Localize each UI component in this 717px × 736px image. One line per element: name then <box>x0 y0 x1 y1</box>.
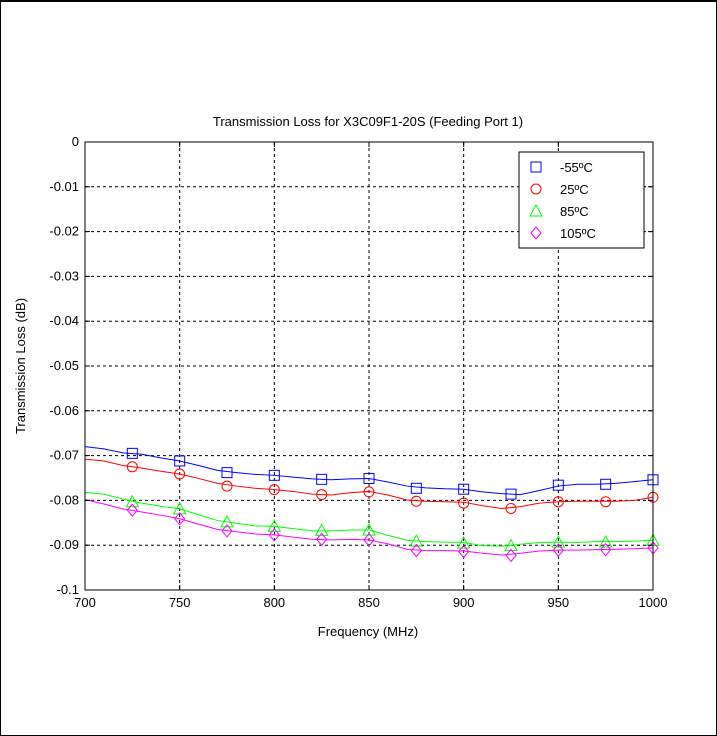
legend-item: 105ºC <box>530 226 596 241</box>
data-point <box>126 447 138 459</box>
data-point <box>600 542 612 557</box>
y-tick-label: -0.03 <box>49 268 79 283</box>
series-4 <box>84 499 659 563</box>
legend-label: 85ºC <box>560 204 589 219</box>
data-point <box>221 480 233 492</box>
data-point <box>458 483 470 495</box>
data-point <box>221 467 233 479</box>
data-point <box>220 514 234 528</box>
data-point <box>174 511 186 526</box>
series-line <box>84 458 654 509</box>
y-tick-label: -0.05 <box>49 358 79 373</box>
y-axis-label: Transmission Loss (dB) <box>13 298 28 434</box>
data-point <box>126 461 138 473</box>
legend-label: -55ºC <box>560 160 593 175</box>
data-point <box>505 502 517 514</box>
y-tick-label: -0.07 <box>49 448 79 463</box>
data-point <box>410 495 422 507</box>
y-tick-label: -0.1 <box>57 582 79 597</box>
series-3 <box>84 491 660 552</box>
y-tick-label: -0.02 <box>49 224 79 239</box>
data-point <box>362 522 376 536</box>
tick-layer: 700 750 800 850 900 950 1000 0 -0.01 -0.02 -0.03 -0… <box>49 134 667 610</box>
legend-marker <box>529 203 543 217</box>
y-tick-label: -0.01 <box>49 179 79 194</box>
series-2 <box>84 458 659 514</box>
data-point <box>552 479 564 491</box>
data-point <box>268 469 280 481</box>
series-line <box>84 499 654 556</box>
series-line <box>84 491 654 547</box>
data-point <box>363 486 375 498</box>
data-point <box>504 538 518 552</box>
x-tick-label: 800 <box>263 595 285 610</box>
legend-label: 105ºC <box>560 226 596 241</box>
data-point <box>505 548 517 563</box>
x-tick-label: 900 <box>453 595 475 610</box>
series-layer <box>84 446 660 563</box>
data-point <box>551 535 566 548</box>
legend-marker <box>530 183 542 195</box>
legend-label: 25ºC <box>560 182 589 197</box>
data-point <box>316 532 328 547</box>
x-tick-label: 700 <box>74 595 96 610</box>
legend-item: -55ºC <box>530 160 593 175</box>
data-point <box>314 523 329 536</box>
y-tick-label: 0 <box>72 134 79 149</box>
data-point <box>600 478 612 490</box>
data-point <box>552 543 564 557</box>
data-point <box>505 488 517 500</box>
legend-item: 85ºC <box>529 203 589 219</box>
data-point <box>410 482 422 494</box>
data-point <box>456 535 471 549</box>
data-point <box>268 528 280 542</box>
x-tick-label: 850 <box>358 595 380 610</box>
data-point <box>174 455 186 467</box>
x-tick-label: 950 <box>547 595 569 610</box>
data-point <box>363 533 375 547</box>
chart-title: Transmission Loss for X3C09F1-20S (Feedi… <box>213 114 523 129</box>
legend-item: 25ºC <box>530 182 589 197</box>
data-point <box>221 524 233 538</box>
data-point <box>268 484 280 496</box>
data-point <box>126 503 138 518</box>
data-point <box>409 534 424 547</box>
data-point <box>125 494 140 508</box>
data-point <box>458 544 470 559</box>
data-point <box>316 489 328 501</box>
data-point <box>410 543 422 558</box>
data-point <box>267 519 282 532</box>
x-axis-label: Frequency (MHz) <box>318 624 418 639</box>
series-line <box>84 446 654 496</box>
x-tick-label: 1000 <box>639 595 668 610</box>
series-1 <box>84 446 659 500</box>
data-point <box>363 472 375 484</box>
y-tick-label: -0.08 <box>49 492 79 507</box>
data-point <box>174 468 186 480</box>
legend: -55ºC 25ºC 85ºC 105ºC <box>518 151 645 249</box>
y-tick-label: -0.04 <box>49 313 79 328</box>
data-point <box>600 496 612 508</box>
data-point <box>172 501 187 515</box>
legend-marker <box>530 161 542 173</box>
legend-marker <box>530 226 542 240</box>
data-point <box>552 496 564 508</box>
y-tick-label: -0.09 <box>49 537 79 552</box>
data-point <box>598 535 613 548</box>
data-point <box>316 473 328 485</box>
y-tick-label: -0.06 <box>49 403 79 418</box>
data-point <box>458 497 470 509</box>
x-tick-label: 750 <box>169 595 191 610</box>
